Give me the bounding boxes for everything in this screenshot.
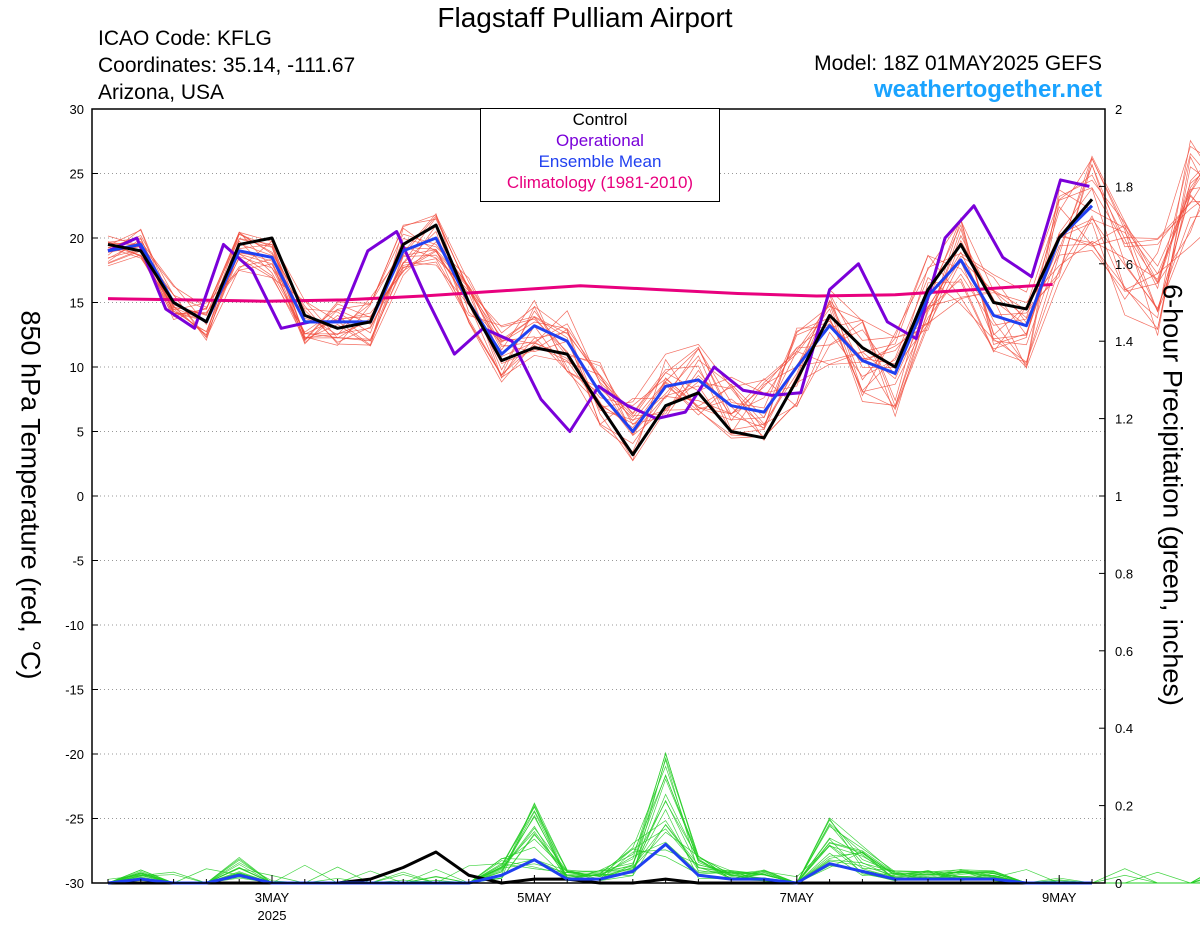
legend-mean: Ensemble Mean — [538, 152, 662, 171]
legend: Control Operational Ensemble Mean Climat… — [480, 108, 720, 202]
y-tick-label: 30 — [70, 102, 84, 117]
x-tick-label: 9MAY — [1042, 890, 1077, 905]
y2-tick-label: 0.6 — [1115, 644, 1133, 659]
y2-tick-label: 0.2 — [1115, 799, 1133, 814]
legend-operational: Operational — [556, 131, 644, 150]
y-tick-label: 25 — [70, 167, 84, 182]
y2-tick-label: 0.4 — [1115, 721, 1133, 736]
temp-member-line — [107, 155, 1200, 408]
temp-member-line — [107, 177, 1200, 462]
y2-tick-label: 1.8 — [1115, 179, 1133, 194]
climatology-line — [107, 282, 1053, 303]
y-tick-label: -10 — [65, 618, 84, 633]
icao-code: ICAO Code: KFLG — [98, 27, 272, 50]
y-tick-label: 20 — [70, 231, 84, 246]
y-tick-label: 15 — [70, 296, 84, 311]
site-link[interactable]: weathertogether.net — [873, 76, 1102, 103]
region: Arizona, USA — [98, 81, 225, 104]
y-tick-label: 0 — [77, 489, 84, 504]
y-tick-label: 10 — [70, 360, 84, 375]
coordinates: Coordinates: 35.14, -111.67 — [98, 54, 356, 77]
precip-member-line — [107, 756, 1200, 884]
temp-member-line — [107, 189, 1200, 444]
precip-member-line — [107, 751, 1200, 884]
temp-member-line — [107, 187, 1200, 436]
y-axis-label-right: 6-hour Precipitation (green, inches) — [1157, 284, 1188, 706]
model-run: Model: 18Z 01MAY2025 GEFS — [814, 52, 1102, 75]
control-line — [107, 198, 1094, 457]
x-tick-label: 5MAY — [517, 890, 552, 905]
x-tick-label: 7MAY — [780, 890, 815, 905]
y-tick-label: -15 — [65, 683, 84, 698]
ensemble-mean-line — [107, 204, 1094, 433]
axis-ticks: 302520151050-5-10-15-20-25-3021.81.61.41… — [65, 102, 1133, 923]
y-tick-label: -25 — [65, 812, 84, 827]
temp-member-line — [107, 155, 1200, 435]
legend-climo: Climatology (1981-2010) — [506, 173, 694, 192]
temp-member-line — [107, 170, 1200, 422]
temp-member-line — [107, 145, 1200, 438]
y-tick-label: 5 — [77, 425, 84, 440]
y2-tick-label: 1.6 — [1115, 257, 1133, 272]
operational-line — [107, 178, 1090, 433]
page-title: Flagstaff Pulliam Airport — [437, 2, 733, 33]
y-tick-label: -30 — [65, 876, 84, 891]
temp-member-line — [107, 187, 1200, 429]
y2-tick-label: 1.4 — [1115, 334, 1133, 349]
y2-tick-label: 0 — [1115, 876, 1122, 891]
y-tick-label: -20 — [65, 747, 84, 762]
y2-tick-label: 0.8 — [1115, 566, 1133, 581]
y-tick-label: -5 — [72, 554, 84, 569]
x-tick-label: 3MAY — [255, 890, 290, 905]
y-axis-label-left: 850 hPa Temperature (red, °C) — [15, 310, 46, 680]
temp-member-line — [107, 163, 1200, 436]
x-year-label: 2025 — [258, 908, 287, 923]
y2-tick-label: 1 — [1115, 489, 1122, 504]
plot-frame — [91, 108, 1106, 884]
legend-control: Control — [572, 110, 628, 129]
y2-tick-label: 2 — [1115, 102, 1122, 117]
y2-tick-label: 1.2 — [1115, 412, 1133, 427]
